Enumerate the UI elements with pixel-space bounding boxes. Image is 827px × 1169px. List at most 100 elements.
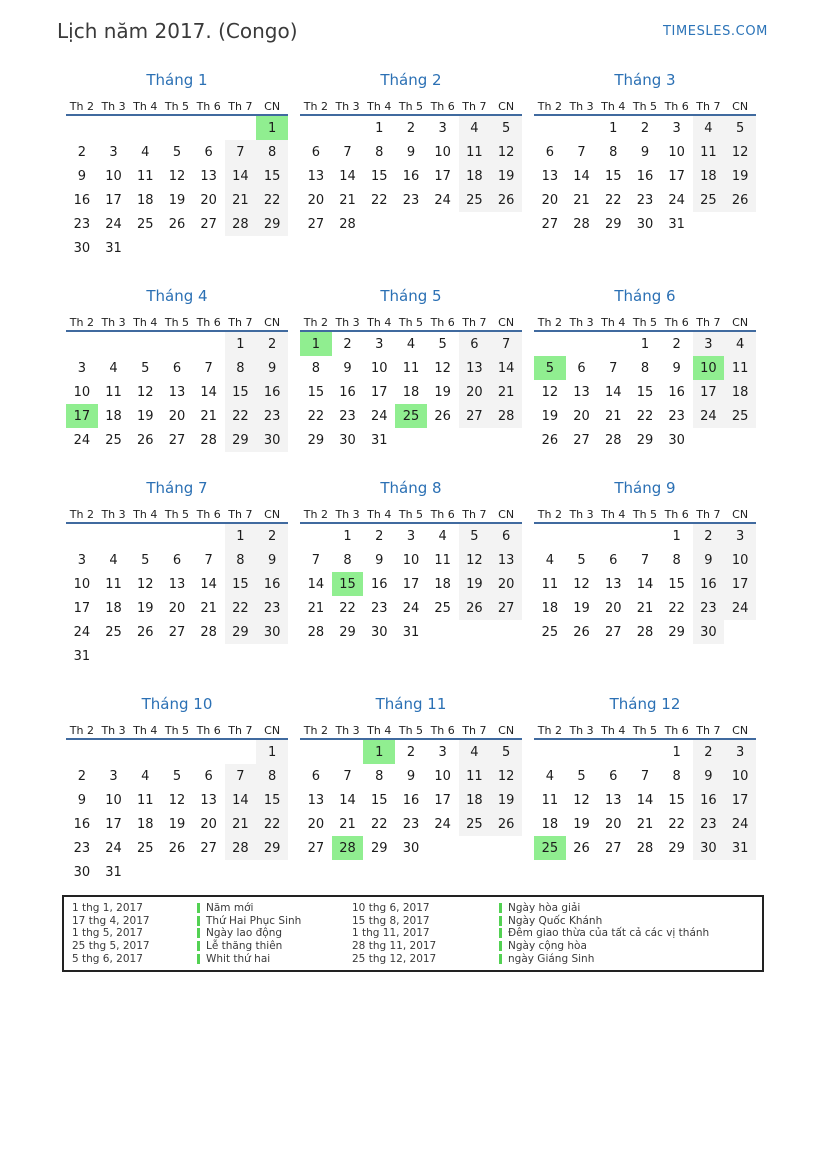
weekday-header: Th 4 bbox=[597, 506, 630, 524]
day-cell: 6 bbox=[490, 523, 522, 548]
day-cell: 25 bbox=[105, 432, 122, 448]
day-cell: 8 bbox=[343, 552, 352, 568]
empty-cell bbox=[300, 523, 332, 548]
holiday-marker-icon bbox=[499, 928, 502, 939]
empty-cell bbox=[490, 428, 522, 452]
weekday-header: Th 7 bbox=[692, 506, 725, 524]
weekday-header: Th 4 bbox=[363, 722, 396, 740]
empty-cell bbox=[225, 860, 257, 884]
day-cell: 16 bbox=[73, 192, 91, 208]
months-grid: Tháng 1 Th 2 Th 3 Th 4 Th 5 Th 6 Th 7 CN 1 2 3 4 5 6 7… bbox=[66, 72, 756, 884]
legend-col-left: 1 thg 1, 2017 Năm mới 17 thg 4, 2017 Thứ Ha… bbox=[72, 902, 352, 965]
day-cell: 21 bbox=[339, 192, 356, 208]
empty-cell bbox=[395, 428, 427, 452]
day-cell: 16 bbox=[402, 792, 420, 808]
empty-cell bbox=[161, 739, 193, 764]
empty-cell bbox=[193, 115, 225, 140]
day-cell: 28 bbox=[224, 212, 257, 236]
weekday-header: Th 6 bbox=[426, 722, 459, 740]
day-cell: 31 bbox=[73, 648, 91, 664]
empty-cell bbox=[363, 212, 395, 236]
day-cell: 16 bbox=[370, 576, 388, 592]
day-cell: 13 bbox=[458, 356, 491, 380]
legend-row: 28 thg 11, 2017 Ngày cộng hòa bbox=[352, 940, 754, 953]
day-cell: 14 bbox=[573, 168, 590, 184]
day-cell: 19 bbox=[434, 384, 451, 400]
day-cell: 14 bbox=[200, 576, 217, 592]
day-cell: 15 bbox=[370, 168, 388, 184]
weekday-header: Th 6 bbox=[660, 314, 693, 332]
weekday-header: Th 2 bbox=[66, 98, 98, 116]
day-cell: 28 bbox=[573, 216, 590, 232]
day-cell: 8 bbox=[609, 144, 618, 160]
day-cell: 11 bbox=[458, 764, 491, 788]
weekday-header: Th 5 bbox=[629, 314, 661, 332]
legend-row: 5 thg 6, 2017 Whit thứ hai bbox=[72, 952, 352, 965]
day-cell: 19 bbox=[724, 164, 756, 188]
weekday-header: Th 7 bbox=[692, 314, 725, 332]
day-cell: 14 bbox=[490, 356, 522, 380]
month-2: Tháng 2 Th 2 Th 3 Th 4 Th 5 Th 6 Th 7 CN 1 2 3 4 5 6 7… bbox=[300, 72, 522, 236]
day-cell: 14 bbox=[200, 384, 217, 400]
day-cell: 2 bbox=[640, 120, 650, 136]
month-title: Tháng 5 bbox=[380, 287, 442, 305]
day-cell: 21 bbox=[200, 408, 217, 424]
empty-cell bbox=[256, 644, 288, 668]
day-cell: 21 bbox=[573, 192, 590, 208]
day-cell: 14 bbox=[604, 384, 622, 400]
empty-cell bbox=[161, 331, 193, 356]
month-grid: Th 2 Th 3 Th 4 Th 5 Th 6 Th 7 CN 1 2 3 4 5 6 7 8 9 10 11 1… bbox=[534, 506, 756, 644]
holiday-name: Đêm giao thừa của tất cả các vị thánh bbox=[508, 927, 710, 940]
legend-row: 1 thg 11, 2017 Đêm giao thừa của tất cả c… bbox=[352, 927, 754, 940]
day-cell: 29 bbox=[668, 624, 685, 640]
day-cell: 7 bbox=[224, 764, 257, 788]
empty-cell bbox=[193, 236, 225, 260]
weekday-header: Th 3 bbox=[331, 722, 364, 740]
weekday-header: Th 5 bbox=[161, 98, 193, 116]
day-cell: 3 bbox=[724, 739, 756, 764]
empty-cell bbox=[161, 860, 193, 884]
day-cell: 18 bbox=[692, 164, 725, 188]
empty-cell bbox=[534, 331, 566, 356]
day-cell: 31 bbox=[668, 216, 685, 232]
day-cell: 17 bbox=[724, 788, 756, 812]
weekday-header: Th 7 bbox=[224, 506, 257, 524]
holiday-name: Ngày Quốc Khánh bbox=[508, 914, 603, 927]
weekday-header: Th 3 bbox=[565, 314, 598, 332]
weekday-header: Th 7 bbox=[224, 314, 257, 332]
day-cell: 4 bbox=[141, 144, 150, 160]
weekday-header: Th 6 bbox=[426, 98, 459, 116]
day-cell: 9 bbox=[406, 144, 416, 160]
month-grid: Th 2 Th 3 Th 4 Th 5 Th 6 Th 7 CN 1 2 3 4 5 6 7 8 9 10 11 1… bbox=[300, 98, 522, 236]
weekday-header: Th 3 bbox=[565, 506, 598, 524]
holiday-date: 15 thg 8, 2017 bbox=[352, 914, 430, 927]
day-cell: 20 bbox=[458, 380, 491, 404]
weekday-header: CN bbox=[490, 314, 522, 332]
day-cell: 31 bbox=[402, 624, 420, 640]
day-cell: 3 bbox=[438, 744, 447, 760]
weekday-header: Th 4 bbox=[597, 98, 630, 116]
day-cell: 20 bbox=[604, 816, 622, 832]
day-cell: 28 bbox=[200, 432, 217, 448]
day-cell: 22 bbox=[224, 404, 257, 428]
day-cell: 11 bbox=[105, 576, 122, 592]
day-cell: 17 bbox=[668, 168, 685, 184]
day-cell: 20 bbox=[541, 192, 559, 208]
weekday-header: Th 5 bbox=[161, 722, 193, 740]
day-cell: 1 bbox=[672, 528, 681, 544]
weekday-header: Th 5 bbox=[395, 506, 427, 524]
day-cell: 6 bbox=[609, 768, 618, 784]
empty-cell bbox=[724, 212, 756, 236]
day-cell: 25 bbox=[136, 216, 154, 232]
month-9: Tháng 9 Th 2 Th 3 Th 4 Th 5 Th 6 Th 7 CN 1 2 3 4 5 6 7… bbox=[534, 480, 756, 644]
day-cell: 16 bbox=[256, 572, 288, 596]
day-cell: 6 bbox=[577, 360, 586, 376]
site-link[interactable]: TIMESLES.COM bbox=[662, 24, 768, 39]
day-cell: 14 bbox=[224, 788, 257, 812]
day-cell: 16 bbox=[692, 788, 725, 812]
day-cell: 4 bbox=[692, 115, 725, 140]
weekday-header: Th 3 bbox=[97, 506, 130, 524]
day-cell: 1 bbox=[224, 331, 257, 356]
empty-cell bbox=[300, 739, 332, 764]
day-cell: 25 bbox=[434, 600, 451, 616]
